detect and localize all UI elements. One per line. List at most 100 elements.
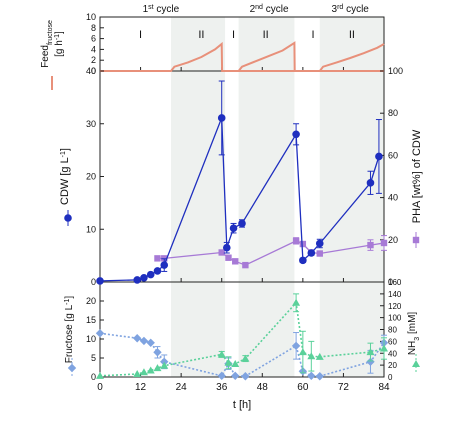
cdw-point-0-9 (238, 219, 246, 228)
feed-y-axis-label-line2: [g h-1] (54, 31, 66, 57)
x-tick-label: 72 (338, 382, 350, 393)
nh3-point-1-10 (292, 298, 301, 306)
phase-label: II (349, 29, 355, 41)
cdw-point-0-15 (375, 152, 383, 161)
nh3-point-1-3 (146, 366, 155, 374)
nh3-point-1-1 (133, 370, 142, 378)
fructose-series-line-0 (99, 332, 385, 378)
cdw-point-0-13 (315, 239, 324, 248)
pha-point-1-11 (380, 239, 388, 247)
x-tick-label: 48 (257, 382, 269, 393)
cycle-label: 3rd cycle (332, 4, 370, 16)
phase-label: II (198, 29, 204, 41)
cdw-right-tick-label: 60 (388, 150, 398, 160)
nh3-point-1-0 (96, 371, 104, 379)
nh3-point-1-9 (241, 354, 250, 362)
x-tick-label: 36 (216, 382, 228, 393)
nh3-point-1-2 (139, 368, 148, 376)
fructose-point-0-8 (231, 371, 240, 381)
nh3-point-1-8 (231, 359, 240, 367)
cycle-label-part: cycle (154, 4, 180, 15)
cdw-point-0-12 (307, 249, 316, 257)
cycle-label-part: rd (337, 4, 343, 11)
cdw-right-tick-label: 40 (388, 193, 398, 203)
nh3-right-tick-label: 160 (388, 278, 402, 287)
feed-line-segment-0 (100, 41, 384, 72)
cdw-y-axis-label: CDW [g L-1] (59, 148, 71, 205)
cdw-right-tick-label: 80 (388, 108, 398, 118)
nh3-right-tick-label: 120 (388, 302, 402, 311)
cdw-y-axis-label-group: CDW [g L-1] (59, 148, 71, 205)
cycle-label: 2nd cycle (250, 4, 289, 16)
nh3-point-1-14 (366, 348, 375, 356)
cdw-point-0-2 (140, 273, 148, 282)
feed-y-axis-label-line1-part: fructose (47, 20, 54, 45)
pha-point-1-4 (232, 258, 239, 265)
phase-ii-shading-2 (319, 17, 384, 377)
cycle-label-part: 1 (143, 4, 149, 15)
pha-y-axis-label: PHA [wt%] of CDW (411, 129, 423, 223)
pha-point-1-0 (154, 255, 161, 262)
pha-point-1-6 (292, 237, 300, 245)
phase-label: II (263, 29, 269, 41)
cdw-point-0-14 (366, 179, 375, 187)
fructose-y-axis-label-part: -1 (64, 298, 71, 304)
x-tick-label: 0 (97, 382, 103, 393)
fructose-y-axis-label-part: Fructose [g L (64, 304, 75, 363)
nh3-point-1-5 (160, 361, 169, 369)
x-tick-label: 84 (378, 382, 390, 393)
cdw-y-axis-label-part: -1 (60, 151, 67, 157)
cdw-left-tick-label: 40 (86, 66, 96, 76)
cdw-left-tick-label: 10 (86, 224, 96, 234)
x-tick-label: 12 (135, 382, 147, 393)
nh3-right-tick-label: 80 (388, 326, 397, 335)
fructose-y-axis-label: Fructose [g L-1] (64, 296, 76, 364)
fru-left-tick-label: 15 (86, 315, 96, 325)
cycle-label-part: cycle (343, 4, 369, 15)
feed-y-tick-label: 8 (91, 23, 96, 33)
phase-ii-shading-1 (238, 17, 295, 377)
cdw-point-0-0 (96, 277, 104, 285)
nh3-y-axis-label-group: NH3 [mM] (407, 312, 421, 356)
feed-y-tick-label: 6 (91, 34, 96, 44)
fructose-point-0-3 (146, 338, 155, 347)
x-axis-label: t [h] (233, 399, 251, 411)
pha-point-1-9 (316, 250, 323, 257)
fructose-point-0-12 (307, 371, 316, 381)
cdw-point-0-7 (222, 243, 231, 252)
feed-line-segment-1 (237, 41, 296, 72)
feed-y-axis-label-line1: Feedfructose (40, 20, 54, 68)
fructose-point-0-14 (366, 357, 375, 366)
cycle-label-part: 2 (250, 4, 256, 15)
phase-label: I (139, 29, 142, 41)
cdw-left-tick-label: 30 (86, 119, 96, 129)
feed-y-tick-label: 0 (91, 66, 96, 76)
phase-label: I (311, 29, 314, 41)
cdw-y-axis-label-part: ] (59, 148, 71, 151)
fructose-point-0-9 (241, 372, 250, 381)
cycle-label: 1st cycle (143, 4, 180, 16)
cycle-label-part: st (148, 4, 154, 11)
feed-y-axis-label-group: Feedfructose[g h-1] (40, 20, 65, 68)
feed-line-segment-2 (319, 43, 385, 72)
nh3-right-tick-label: 140 (388, 290, 402, 299)
cdw-point-0-1 (133, 276, 141, 284)
nh3-right-tick-label: 100 (388, 314, 402, 323)
cdw-y-axis-label-part: CDW [g L (59, 157, 71, 205)
feed-y-axis-label-line2-part: ] (54, 31, 65, 34)
pha-point-1-7 (299, 240, 307, 248)
feed-y-axis-label-line2-part: [g h (54, 40, 65, 57)
pha-series-line-1 (157, 240, 385, 266)
fru-left-tick-label: 5 (91, 353, 96, 363)
nh3-point-1-12 (307, 352, 316, 360)
pha-point-1-5 (242, 261, 249, 269)
cdw-point-0-10 (292, 130, 300, 139)
cycle-label-part: cycle (263, 4, 289, 15)
cdw-right-tick-label: 0 (388, 277, 393, 287)
cycle-label-part: nd (255, 4, 263, 11)
feed-y-tick-label: 4 (91, 44, 96, 54)
nh3-y-axis-label: NH3 [mM] (407, 312, 421, 356)
fructose-point-0-13 (315, 372, 324, 381)
